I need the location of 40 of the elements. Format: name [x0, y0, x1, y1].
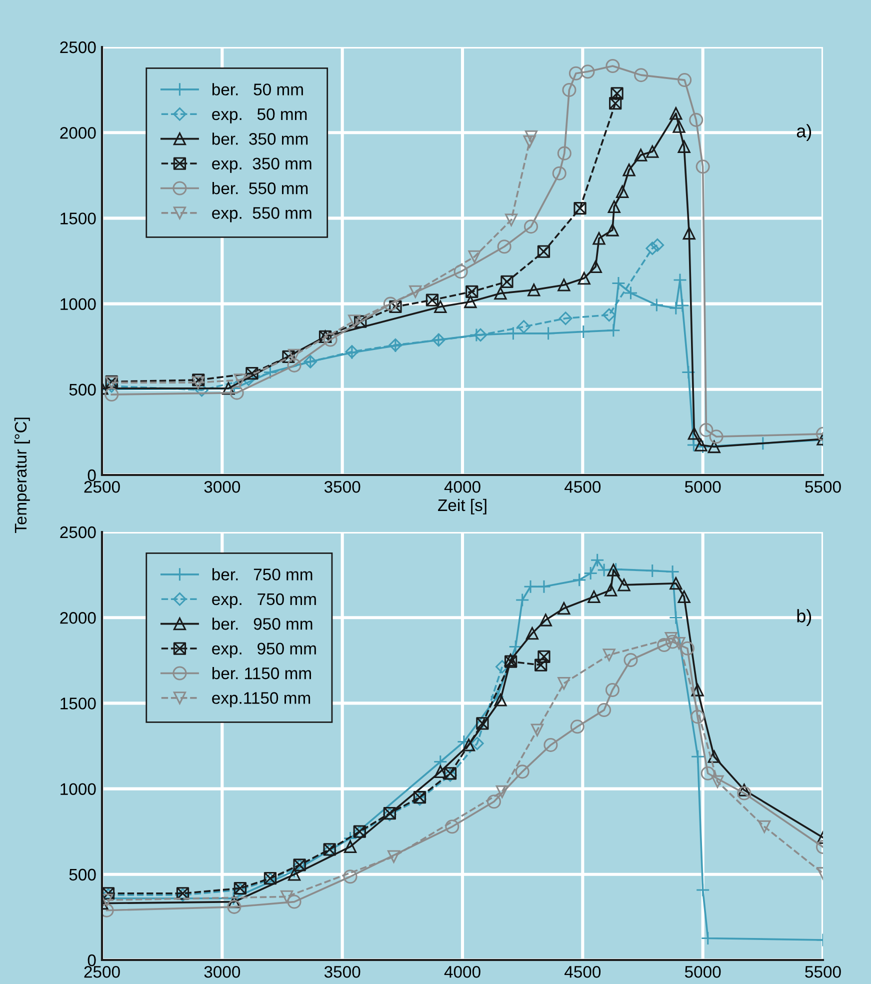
annotation: a) — [796, 124, 812, 142]
x-tick-label: 3500 — [324, 480, 360, 493]
x-tick-label: 3500 — [324, 966, 360, 978]
y-tick-label: 0 — [88, 954, 96, 966]
legend-label: exp. 50 mm — [212, 108, 307, 124]
x-tick-label: 5000 — [684, 480, 721, 493]
legend-label: ber. 950 mm — [212, 618, 312, 630]
legend-label: exp. 550 mm — [212, 207, 312, 222]
y-tick-label: 500 — [69, 384, 96, 396]
y-tick-label: 1500 — [60, 698, 96, 710]
x-tick-label: 5000 — [684, 966, 721, 978]
y-tick-label: 2500 — [60, 526, 96, 538]
x-tick-label: 4000 — [444, 480, 480, 493]
legend-label: ber. 50 mm — [212, 83, 303, 96]
y-tick-label: 2000 — [60, 612, 96, 624]
y-tick-label: 2500 — [60, 41, 96, 54]
x-tick-label: 4500 — [564, 966, 601, 978]
y-tick-label: 500 — [69, 868, 96, 881]
y-tick-label: 1000 — [60, 783, 96, 796]
x-axis-title: Zeit [s] — [438, 498, 486, 514]
x-tick-label: 4500 — [564, 480, 601, 493]
legend-label: exp.1150 mm — [212, 692, 310, 708]
legend-label: ber. 550 mm — [212, 182, 308, 194]
legend-label: exp. 750 mm — [212, 593, 316, 608]
legend-label: ber. 350 mm — [212, 132, 308, 145]
x-tick-label: 5500 — [805, 966, 841, 978]
legend-label: exp. 350 mm — [212, 158, 312, 173]
y-tick-label: 2000 — [60, 127, 96, 139]
x-tick-label: 4000 — [444, 966, 480, 978]
x-tick-label: 3000 — [204, 480, 240, 493]
y-tick-label: 1500 — [60, 212, 96, 224]
legend-label: ber. 750 mm — [212, 568, 312, 580]
legend-label: ber. 1150 mm — [212, 666, 311, 680]
annotation: b) — [797, 609, 812, 626]
y-tick-label: 0 — [88, 469, 96, 482]
x-tick-label: 3000 — [204, 966, 240, 978]
x-tick-label: 5500 — [805, 480, 841, 493]
y-axis-title: Temperatur [°C] — [14, 418, 30, 534]
legend-label: exp. 950 mm — [212, 642, 316, 658]
y-tick-label: 1000 — [60, 298, 96, 310]
